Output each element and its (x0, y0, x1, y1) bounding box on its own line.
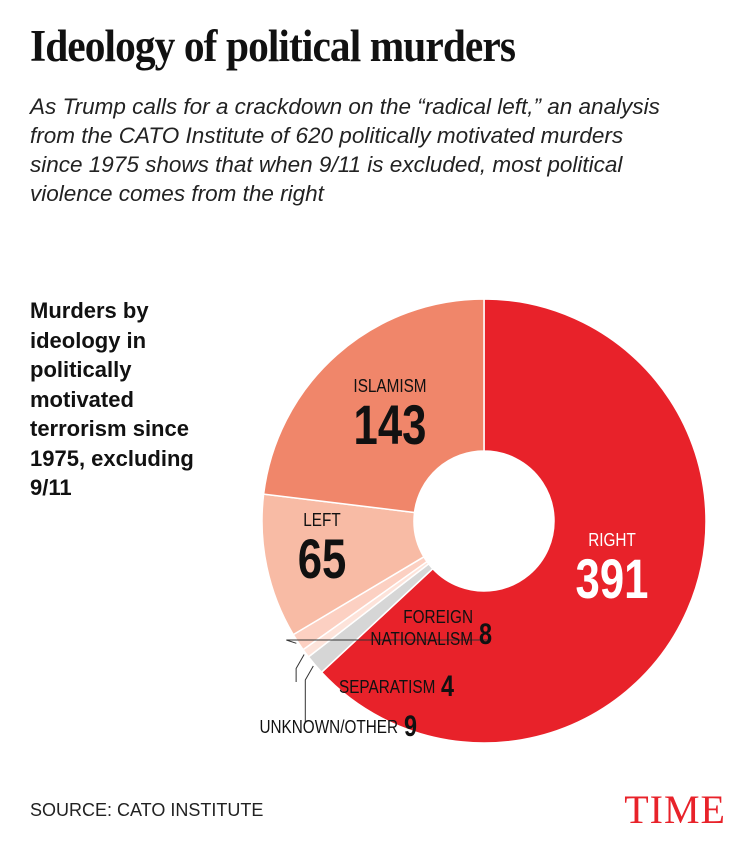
slice (262, 298, 485, 514)
leader-line (286, 639, 490, 644)
value-label: 9 (404, 710, 418, 743)
slice-label: RIGHT 391 (552, 530, 672, 607)
value-label: 65 (297, 527, 347, 590)
category-label: ISLAMISM (353, 376, 427, 396)
category-label: LEFT (303, 510, 341, 530)
chart-title: Murders by ideology in politically motiv… (30, 298, 194, 500)
slice-label: SEPARATISM 4 (322, 670, 455, 703)
value-label: 4 (441, 670, 455, 703)
subtitle: As Trump calls for a crackdown on the “r… (30, 94, 660, 206)
category-label: UNKNOWN/OTHER (259, 717, 399, 737)
slice-label: FOREIGN NATIONALISM 8 (323, 606, 493, 651)
slice-label: UNKNOWN/OTHER 9 (235, 710, 418, 743)
category-label: RIGHT (588, 530, 636, 550)
source: SOURCE: CATO INSTITUTE (30, 800, 264, 820)
category-label: FOREIGN NATIONALISM (370, 607, 474, 649)
category-label: SEPARATISM (338, 677, 436, 697)
slice (261, 493, 425, 636)
slice-label: ISLAMISM 143 (325, 376, 455, 453)
value-label: 143 (353, 393, 427, 456)
leader-line (295, 654, 305, 682)
value-label: 391 (575, 547, 649, 610)
title: Ideology of political murders (30, 21, 516, 71)
logo: TIME (624, 787, 726, 832)
slice (320, 298, 707, 744)
slice-label: LEFT 65 (262, 510, 382, 587)
value-label: 8 (479, 618, 493, 651)
leader-line (304, 665, 314, 722)
